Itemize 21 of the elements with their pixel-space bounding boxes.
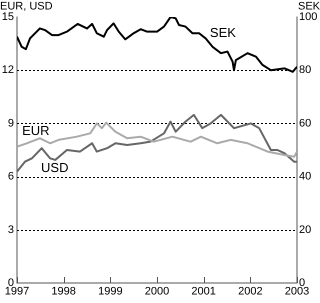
y2-tick-label: 80 [299, 64, 312, 76]
y2-tick-label: 40 [299, 170, 312, 183]
y2-tick-label: 60 [299, 117, 312, 130]
y-tick-label: 12 [2, 64, 14, 76]
x-tick-label: 2000 [144, 286, 170, 298]
y-tick-label: 15 [2, 11, 14, 24]
y2-axis-title: SEK [298, 0, 320, 13]
x-tick-label: 1998 [51, 286, 76, 298]
y-axis-title: EUR, USD [0, 0, 53, 13]
x-tick-label: 2002 [238, 286, 263, 298]
series-label: EUR [22, 122, 50, 138]
series-label: SEK [210, 24, 236, 40]
y2-tick-label: 20 [299, 224, 312, 236]
y-tick-label: 9 [8, 117, 14, 130]
y-tick-label: 6 [8, 170, 14, 183]
y-tick-label: 3 [8, 224, 14, 236]
x-tick-label: 1999 [98, 286, 123, 298]
series-label: USD [41, 160, 68, 175]
y2-tick-label: 100 [299, 11, 318, 24]
x-tick-label: 2001 [191, 286, 216, 298]
x-tick-label: 2003 [284, 286, 310, 298]
